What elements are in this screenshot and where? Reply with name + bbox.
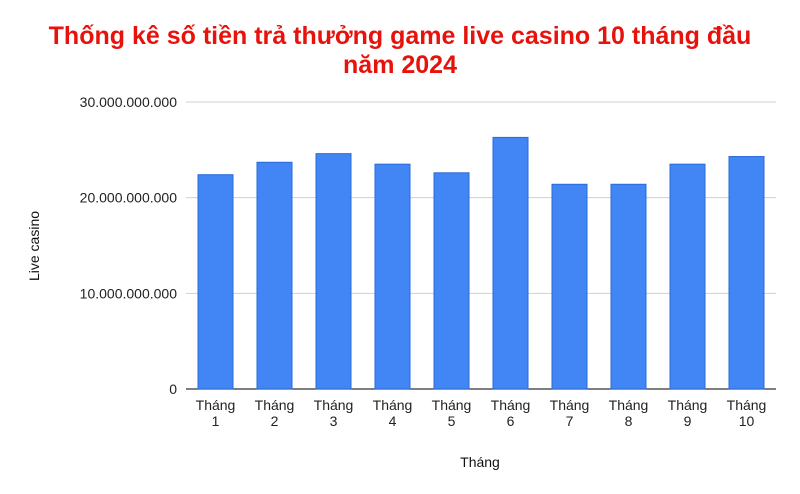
bar (551, 183, 588, 390)
x-tick-label: Tháng 10 (727, 397, 767, 429)
y-tick-labels: 0 10.000.000.000 20.000.000.000 30.000.000.… (80, 94, 178, 397)
bar (374, 163, 411, 390)
x-tick-label: Tháng 4 (373, 397, 413, 429)
y-tick-label: 20.000.000.000 (80, 190, 178, 206)
bar (256, 161, 293, 390)
y-tick-label: 10.000.000.000 (80, 285, 178, 301)
x-tick-labels: Tháng 1 Tháng 2 Tháng 3 Tháng 4 Tháng 5 Tháng 6 Thán… (196, 397, 767, 429)
x-axis-label: Tháng (460, 454, 500, 470)
bar (315, 153, 352, 390)
bar (610, 183, 647, 390)
chart-title-line-2: năm 2024 (343, 51, 457, 79)
x-tick-label: Tháng 3 (314, 397, 354, 429)
bars (197, 136, 765, 390)
y-axis-label: Live casino (26, 211, 42, 281)
chart-title-line-1: Thống kê số tiền trả thưởng game live ca… (48, 22, 752, 50)
bar (728, 156, 765, 390)
x-tick-label: Tháng 5 (432, 397, 472, 429)
chart-title: Thống kê số tiền trả thưởng game live ca… (0, 22, 800, 80)
bar (492, 136, 529, 390)
x-tick-label: Tháng 9 (668, 397, 708, 429)
y-tick-label: 30.000.000.000 (80, 94, 178, 110)
y-tick-label: 0 (169, 381, 177, 397)
x-tick-label: Tháng 6 (491, 397, 531, 429)
x-tick-label: Tháng 7 (550, 397, 590, 429)
x-tick-label: Tháng 1 (196, 397, 236, 429)
x-tick-label: Tháng 8 (609, 397, 649, 429)
x-tick-label: Tháng 2 (255, 397, 295, 429)
bar (433, 172, 470, 390)
bar (197, 174, 234, 390)
bar (669, 163, 706, 390)
